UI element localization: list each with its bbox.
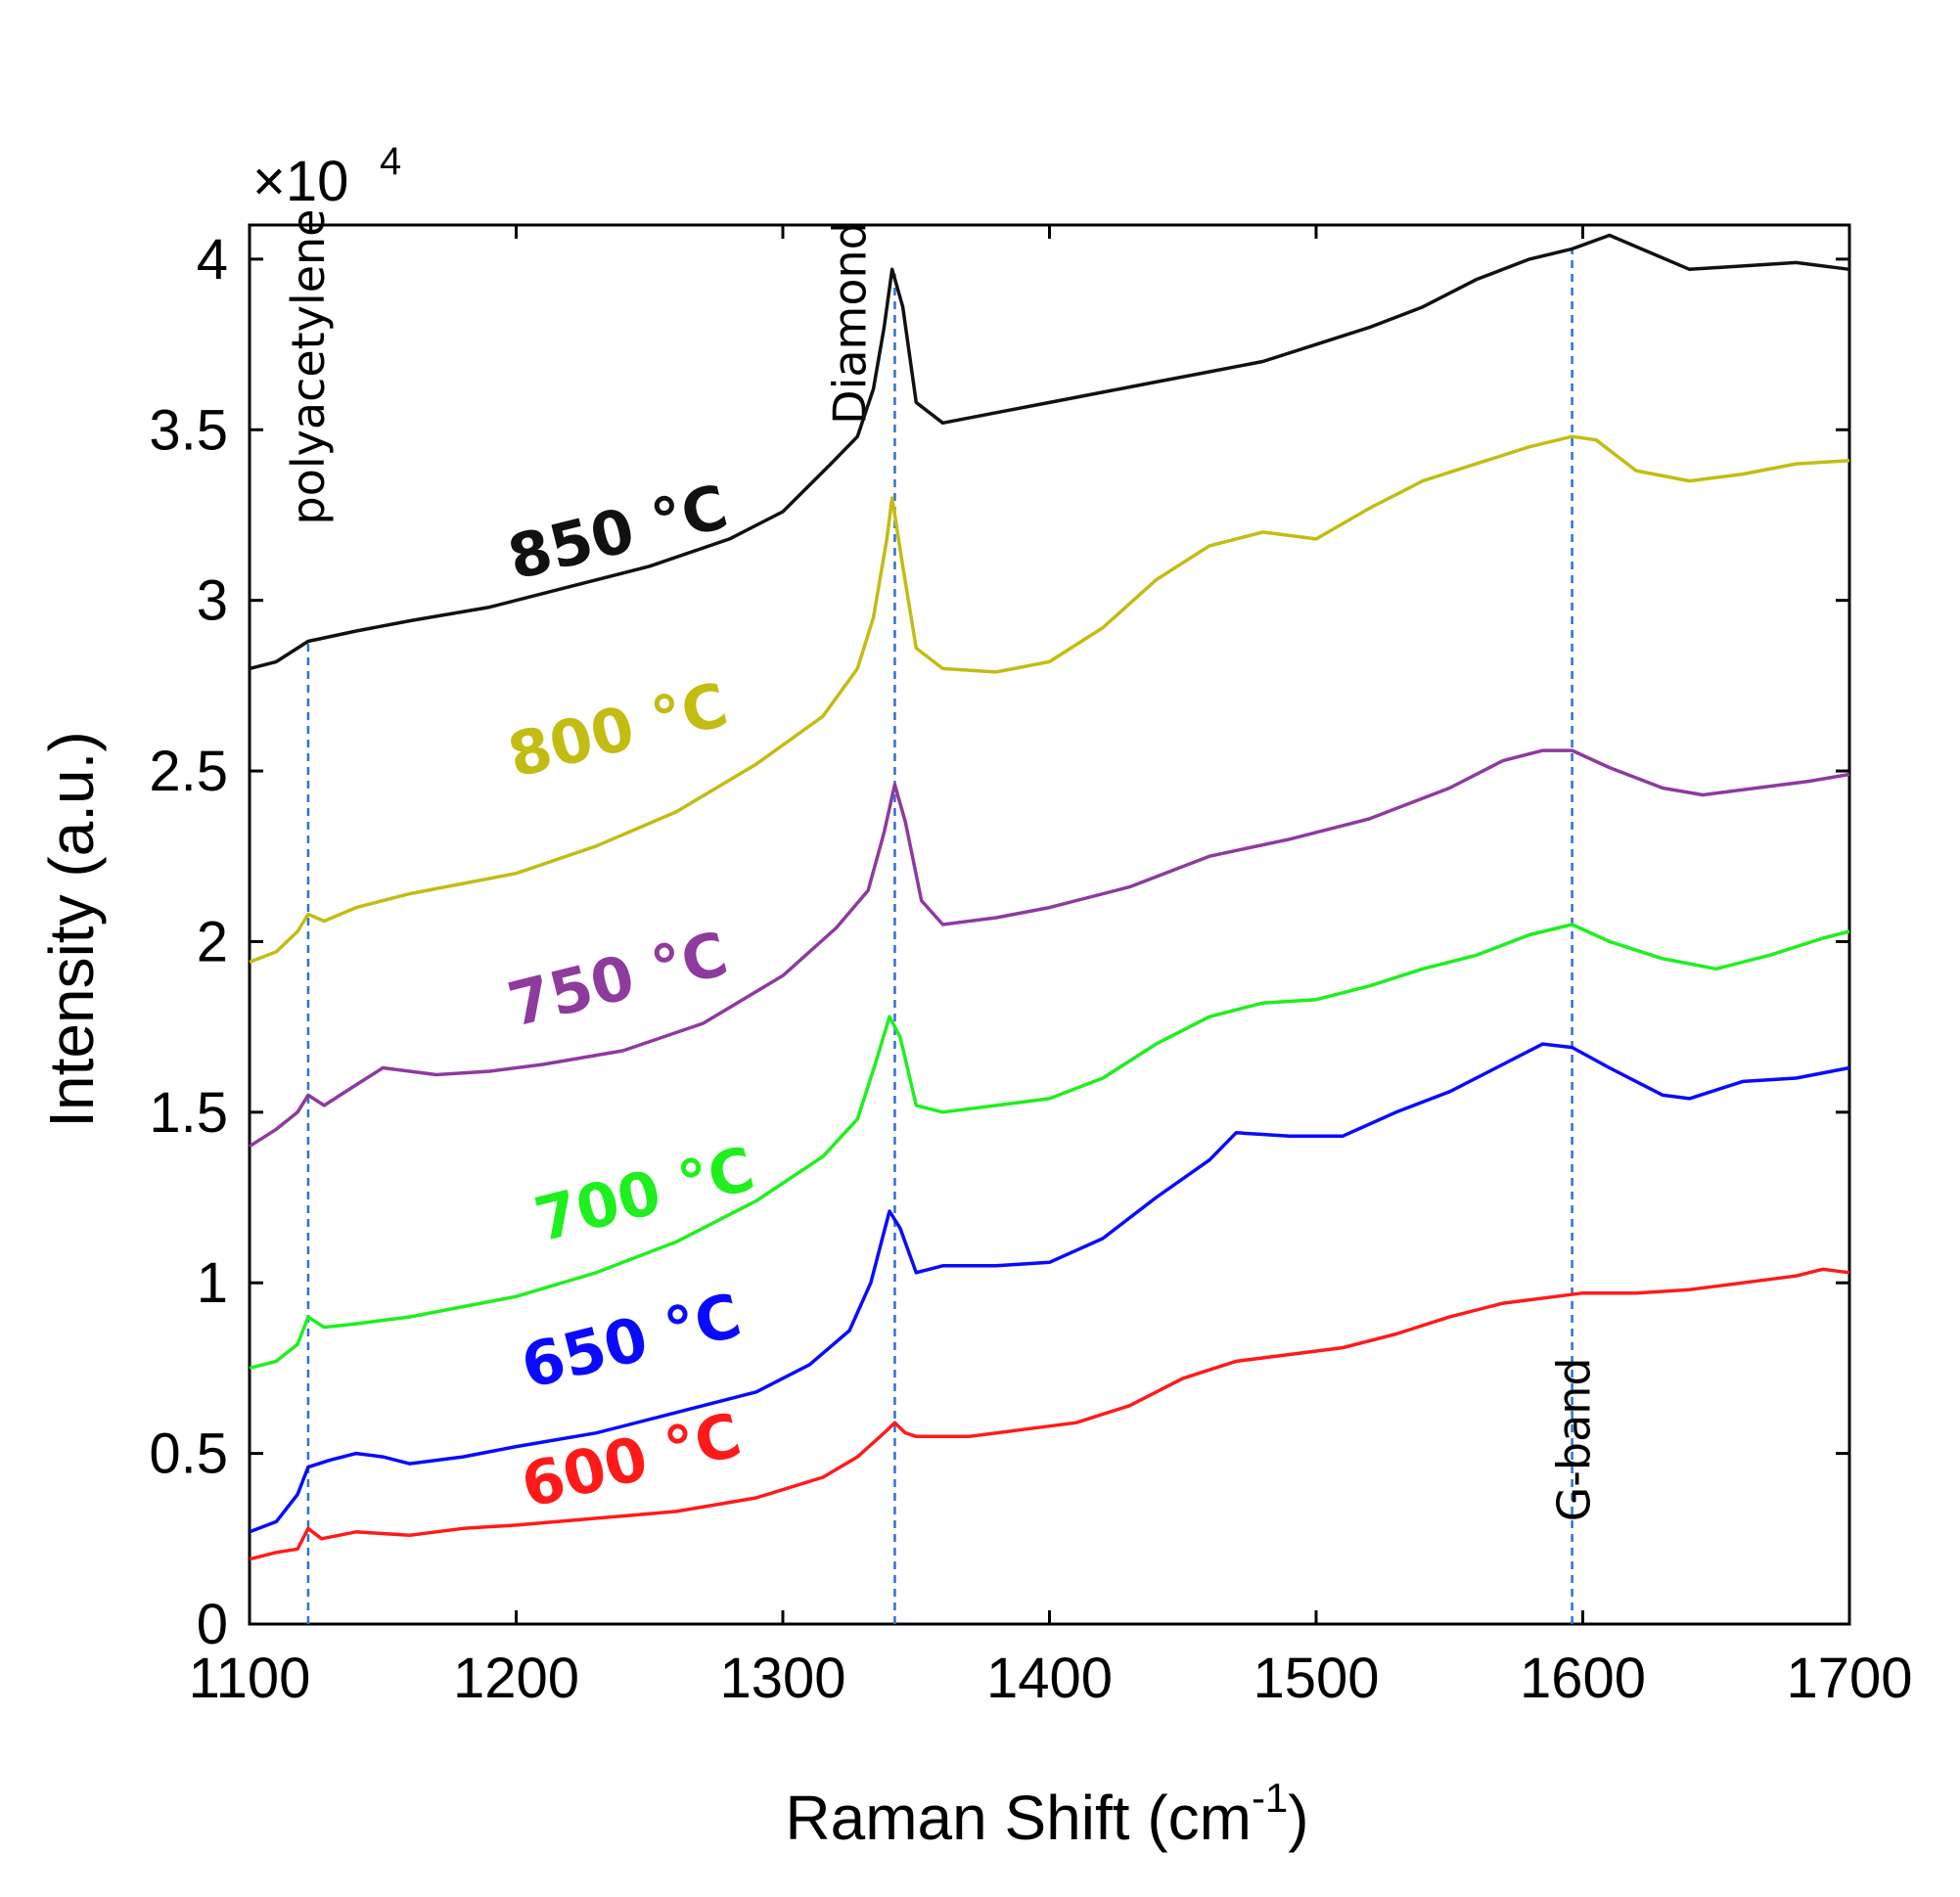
series-line-600-c	[249, 1267, 1850, 1561]
x-axis-title-end: )	[1288, 1783, 1308, 1853]
y-tick-label: 4	[197, 228, 228, 292]
reference-lines: polyacetylene Diamond G-band	[282, 209, 1601, 1624]
series-line-750-c	[249, 748, 1850, 1149]
annotation-g-band: G-band	[1548, 1357, 1601, 1521]
x-tick-label: 1700	[1786, 1647, 1912, 1710]
x-axis: 1100 1200 1300 1400 1500 1600 1700	[189, 225, 1913, 1710]
y-tick-label: 3.5	[149, 398, 228, 462]
x-tick-label: 1500	[1253, 1647, 1379, 1710]
x-axis-title-main: Raman Shift (cm	[785, 1783, 1252, 1853]
y-tick-label: 2	[197, 910, 228, 973]
x-tick-label: 1100	[189, 1647, 311, 1710]
y-tick-label: 1	[197, 1251, 228, 1315]
series-line-800-c	[249, 434, 1850, 965]
x-tick-label: 1400	[986, 1647, 1113, 1710]
series-line-850-c	[249, 233, 1850, 671]
y-axis: 0 0.5 1 1.5 2 2.5 3 3.5 4	[149, 228, 1849, 1656]
y-tick-label: 1.5	[149, 1081, 228, 1145]
annotation-polyacetylene: polyacetylene	[282, 209, 335, 525]
y-tick-label: 3	[197, 569, 228, 633]
y-multiplier-base: ×10	[252, 150, 348, 213]
series-line-700-c	[249, 923, 1850, 1371]
x-tick-label: 1300	[719, 1647, 845, 1710]
x-tick-label: 1200	[453, 1647, 579, 1710]
series-lines	[249, 233, 1850, 1561]
y-tick-label: 2.5	[149, 740, 228, 803]
y-axis-title: Intensity (a.u.)	[36, 731, 107, 1128]
series-line-650-c	[249, 1042, 1850, 1534]
x-axis-title: Raman Shift (cm-1)	[785, 1775, 1308, 1853]
y-tick-label: 0.5	[149, 1423, 228, 1486]
x-axis-title-sup: -1	[1252, 1775, 1288, 1821]
annotation-diamond: Diamond	[823, 221, 876, 425]
y-multiplier-exponent: 4	[380, 140, 401, 183]
x-tick-label: 1600	[1520, 1647, 1646, 1710]
y-tick-label: 0	[197, 1593, 228, 1656]
plot-area	[248, 223, 1851, 1626]
y-multiplier: ×10 4	[252, 140, 401, 213]
